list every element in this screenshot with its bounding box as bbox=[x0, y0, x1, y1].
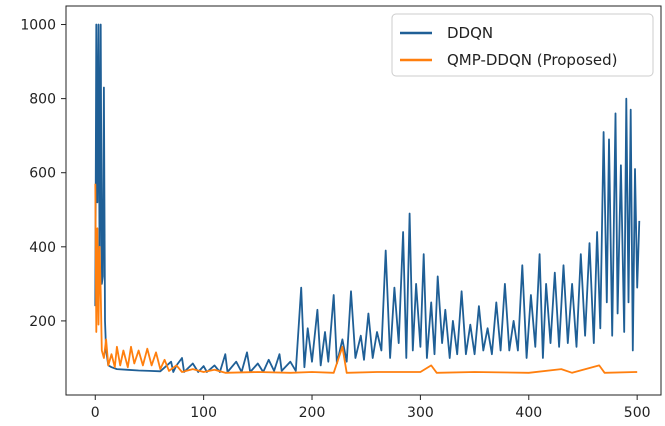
x-tick-label: 500 bbox=[624, 405, 651, 421]
legend-box bbox=[391, 13, 654, 77]
series-line-ddqn bbox=[94, 23, 641, 373]
legend: DDQN QMP-DDQN (Proposed) bbox=[391, 13, 654, 77]
x-tick-label: 300 bbox=[407, 405, 434, 421]
series-line-qmp-ddqn bbox=[94, 183, 638, 374]
x-tick-label: 200 bbox=[299, 405, 326, 421]
y-tick-label: 200 bbox=[29, 314, 56, 330]
y-tick-label: 800 bbox=[29, 92, 56, 108]
y-axis: 200 400 600 800 1000 bbox=[20, 18, 66, 330]
legend-label-qmp-ddqn: QMP-DDQN (Proposed) bbox=[447, 51, 618, 69]
x-tick-label: 0 bbox=[91, 405, 100, 421]
y-tick-label: 600 bbox=[29, 166, 56, 182]
legend-label-ddqn: DDQN bbox=[447, 24, 493, 42]
x-axis: 0 100 200 300 400 500 bbox=[91, 395, 651, 421]
x-tick-label: 100 bbox=[190, 405, 217, 421]
y-tick-label: 1000 bbox=[20, 18, 56, 34]
y-tick-label: 400 bbox=[29, 240, 56, 256]
series-lines bbox=[94, 23, 641, 374]
x-tick-label: 400 bbox=[515, 405, 542, 421]
